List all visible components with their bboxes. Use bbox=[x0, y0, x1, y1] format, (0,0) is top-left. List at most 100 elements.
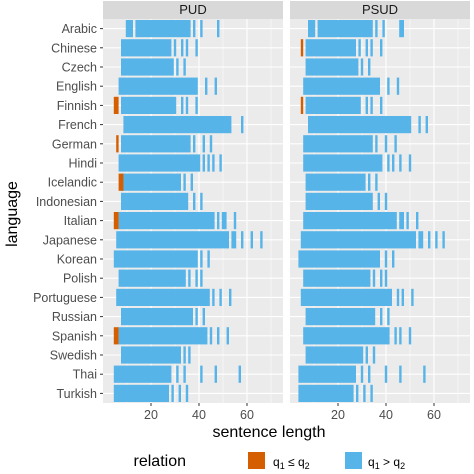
tile-gt-turkish bbox=[298, 384, 354, 402]
tile-gt-thai bbox=[368, 365, 371, 383]
tile-gt-finnish bbox=[365, 96, 368, 114]
tile-gt-russian bbox=[387, 308, 390, 326]
tile-gt-hindi bbox=[408, 154, 412, 172]
tile-gt-finnish bbox=[370, 96, 373, 114]
tile-gt-chinese bbox=[358, 39, 361, 57]
tile-gt-english bbox=[396, 77, 400, 95]
language-label-italian: Italian bbox=[64, 214, 97, 228]
tile-gt-icelandic bbox=[183, 173, 186, 191]
tile-le-german bbox=[116, 135, 119, 153]
facet-strip bbox=[103, 1, 283, 19]
tile-gt-spanish bbox=[118, 327, 208, 345]
panel-psud: PSUD bbox=[290, 1, 470, 403]
tile-gt-russian bbox=[121, 308, 193, 326]
language-label-turkish: Turkish bbox=[56, 387, 97, 401]
x-axis-tick-labels: 20 40 60 20 40 60 bbox=[144, 403, 441, 422]
tile-gt-italian bbox=[221, 212, 227, 230]
tile-gt-turkish bbox=[363, 384, 366, 402]
tile-gt-portuguese bbox=[411, 288, 414, 306]
tile-gt-spanish bbox=[399, 327, 402, 345]
tile-gt-arabic bbox=[125, 20, 133, 38]
tile-gt-italian bbox=[416, 212, 419, 230]
tile-gt-indonesian bbox=[200, 192, 203, 210]
tile-gt-japanese bbox=[442, 231, 445, 249]
tile-gt-italian bbox=[217, 212, 220, 230]
tile-gt-english bbox=[214, 77, 217, 95]
tile-gt-chinese bbox=[195, 39, 198, 57]
tile-gt-turkish bbox=[171, 384, 174, 402]
tile-gt-french bbox=[241, 116, 244, 134]
tile-gt-french bbox=[418, 116, 421, 134]
language-label-finnish: Finnish bbox=[57, 99, 97, 113]
facet-strip-label: PUD bbox=[179, 2, 206, 17]
tile-gt-korean bbox=[384, 250, 388, 268]
language-label-spanish: Spanish bbox=[52, 329, 97, 343]
tile-gt-arabic bbox=[217, 20, 220, 38]
tile-gt-arabic bbox=[399, 20, 404, 38]
tile-le-finnish bbox=[113, 96, 119, 114]
tile-gt-portuguese bbox=[401, 288, 404, 306]
language-label-hindi: Hindi bbox=[69, 157, 98, 171]
tile-gt-russian bbox=[380, 308, 383, 326]
tile-gt-hindi bbox=[118, 154, 201, 172]
tile-gt-swedish bbox=[372, 346, 376, 364]
tile-le-icelandic bbox=[118, 173, 124, 191]
panels-group: PUD PSUD bbox=[103, 1, 470, 403]
tile-gt-english bbox=[303, 77, 380, 95]
tile-gt-polish bbox=[118, 269, 186, 287]
tile-gt-italian bbox=[399, 212, 404, 230]
tile-gt-thai bbox=[298, 365, 356, 383]
tile-gt-arabic bbox=[375, 20, 378, 38]
tile-gt-czech bbox=[360, 58, 364, 76]
tile-gt-german bbox=[375, 135, 378, 153]
tile-gt-thai bbox=[399, 365, 402, 383]
tile-gt-arabic bbox=[135, 20, 191, 38]
tile-gt-swedish bbox=[183, 346, 186, 364]
tile-gt-russian bbox=[195, 308, 198, 326]
tile-gt-portuguese bbox=[300, 288, 392, 306]
language-label-czech: Czech bbox=[62, 61, 97, 75]
tile-gt-polish bbox=[384, 269, 388, 287]
language-label-korean: Korean bbox=[57, 253, 97, 267]
language-label-russian: Russian bbox=[52, 310, 97, 324]
tile-gt-turkish bbox=[178, 384, 181, 402]
tile-gt-german bbox=[121, 135, 191, 153]
language-label-japanese: Japanese bbox=[43, 233, 97, 247]
tile-gt-arabic bbox=[382, 20, 385, 38]
tile-gt-german bbox=[209, 135, 213, 153]
tile-gt-italian bbox=[118, 212, 215, 230]
legend-title: relation bbox=[134, 453, 186, 470]
tile-gt-icelandic bbox=[305, 173, 366, 191]
facet-strip bbox=[290, 1, 470, 19]
tile-gt-chinese bbox=[121, 39, 172, 57]
tile-gt-arabic bbox=[308, 20, 316, 38]
tile-gt-english bbox=[205, 77, 208, 95]
tile-gt-spanish bbox=[209, 327, 213, 345]
tile-gt-chinese bbox=[365, 39, 368, 57]
tile-gt-hindi bbox=[387, 154, 390, 172]
legend-label-le: q1 ≤ q2 bbox=[273, 455, 310, 471]
tile-gt-japanese bbox=[250, 231, 253, 249]
tile-le-chinese bbox=[300, 39, 304, 57]
tile-gt-chinese bbox=[181, 39, 184, 57]
tile-gt-indonesian bbox=[305, 192, 373, 210]
language-label-chinese: Chinese bbox=[51, 41, 97, 55]
language-label-icelandic: Icelandic bbox=[48, 176, 97, 190]
tile-gt-portuguese bbox=[212, 288, 215, 306]
tile-gt-thai bbox=[360, 365, 364, 383]
tile-gt-german bbox=[394, 135, 397, 153]
tile-gt-german bbox=[384, 135, 388, 153]
tile-gt-russian bbox=[305, 308, 376, 326]
tile-gt-thai bbox=[384, 365, 388, 383]
tile-gt-indonesian bbox=[377, 192, 380, 210]
tile-gt-thai bbox=[176, 365, 179, 383]
tile-gt-czech bbox=[121, 58, 174, 76]
tile-gt-polish bbox=[380, 269, 383, 287]
tile-gt-chinese bbox=[185, 39, 189, 57]
tile-gt-french bbox=[123, 116, 232, 134]
tile-gt-polish bbox=[372, 269, 376, 287]
tile-le-italian bbox=[113, 212, 119, 230]
tile-gt-hindi bbox=[392, 154, 395, 172]
tile-gt-japanese bbox=[418, 231, 424, 249]
